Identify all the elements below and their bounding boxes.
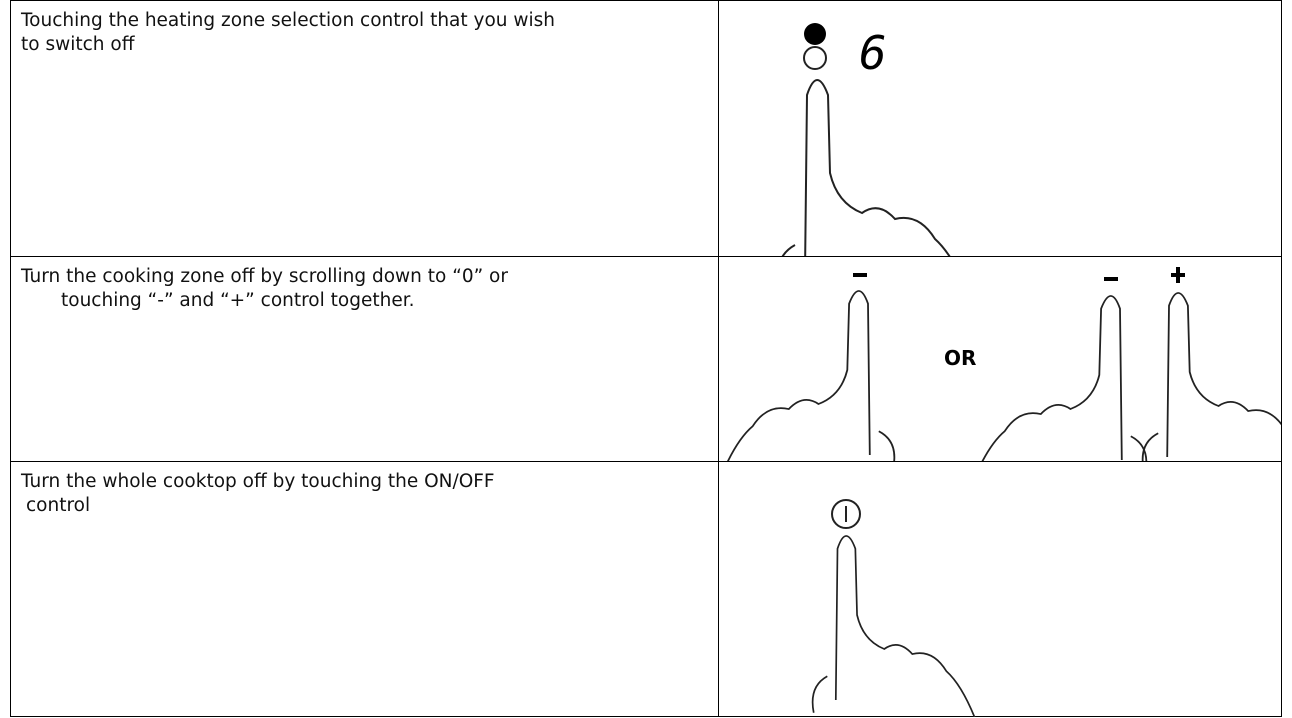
finger-icon [811, 535, 977, 717]
text-line: control [26, 495, 91, 516]
image-cell: 6 [719, 1, 1281, 256]
text-line: Touching the heating zone selection cont… [21, 10, 556, 31]
illustration: 6 [776, 23, 970, 256]
onoff-circle [831, 499, 861, 529]
illustration [811, 499, 977, 717]
image-cell [719, 462, 1281, 717]
indicator-dot [804, 23, 826, 45]
text-line: touching “-” and “+” control together. [61, 290, 415, 311]
text-line: Turn the whole cooktop off by touching t… [21, 471, 495, 492]
or-label: OR [944, 346, 976, 370]
finger-icon [776, 79, 970, 256]
instruction-table: Touching the heating zone selection cont… [10, 0, 1282, 717]
finger-icon [973, 295, 1148, 461]
text-line: to switch off [21, 34, 135, 55]
text-line: Turn the cooking zone off by scrolling d… [21, 266, 508, 287]
text-cell: Touching the heating zone selection cont… [11, 1, 719, 256]
finger-icon [721, 290, 896, 461]
text-cell: Turn the cooking zone off by scrolling d… [11, 257, 719, 461]
finger-icon [1141, 292, 1281, 461]
text-cell: Turn the whole cooktop off by touching t… [11, 462, 719, 717]
control-circle [803, 46, 827, 70]
table-row: Touching the heating zone selection cont… [11, 1, 1281, 257]
table-row: Turn the cooking zone off by scrolling d… [11, 257, 1281, 462]
display-digit: 6 [859, 26, 887, 80]
table-row: Turn the whole cooktop off by touching t… [11, 462, 1281, 717]
image-cell: OR [719, 257, 1281, 461]
illustration: OR [721, 267, 1281, 461]
